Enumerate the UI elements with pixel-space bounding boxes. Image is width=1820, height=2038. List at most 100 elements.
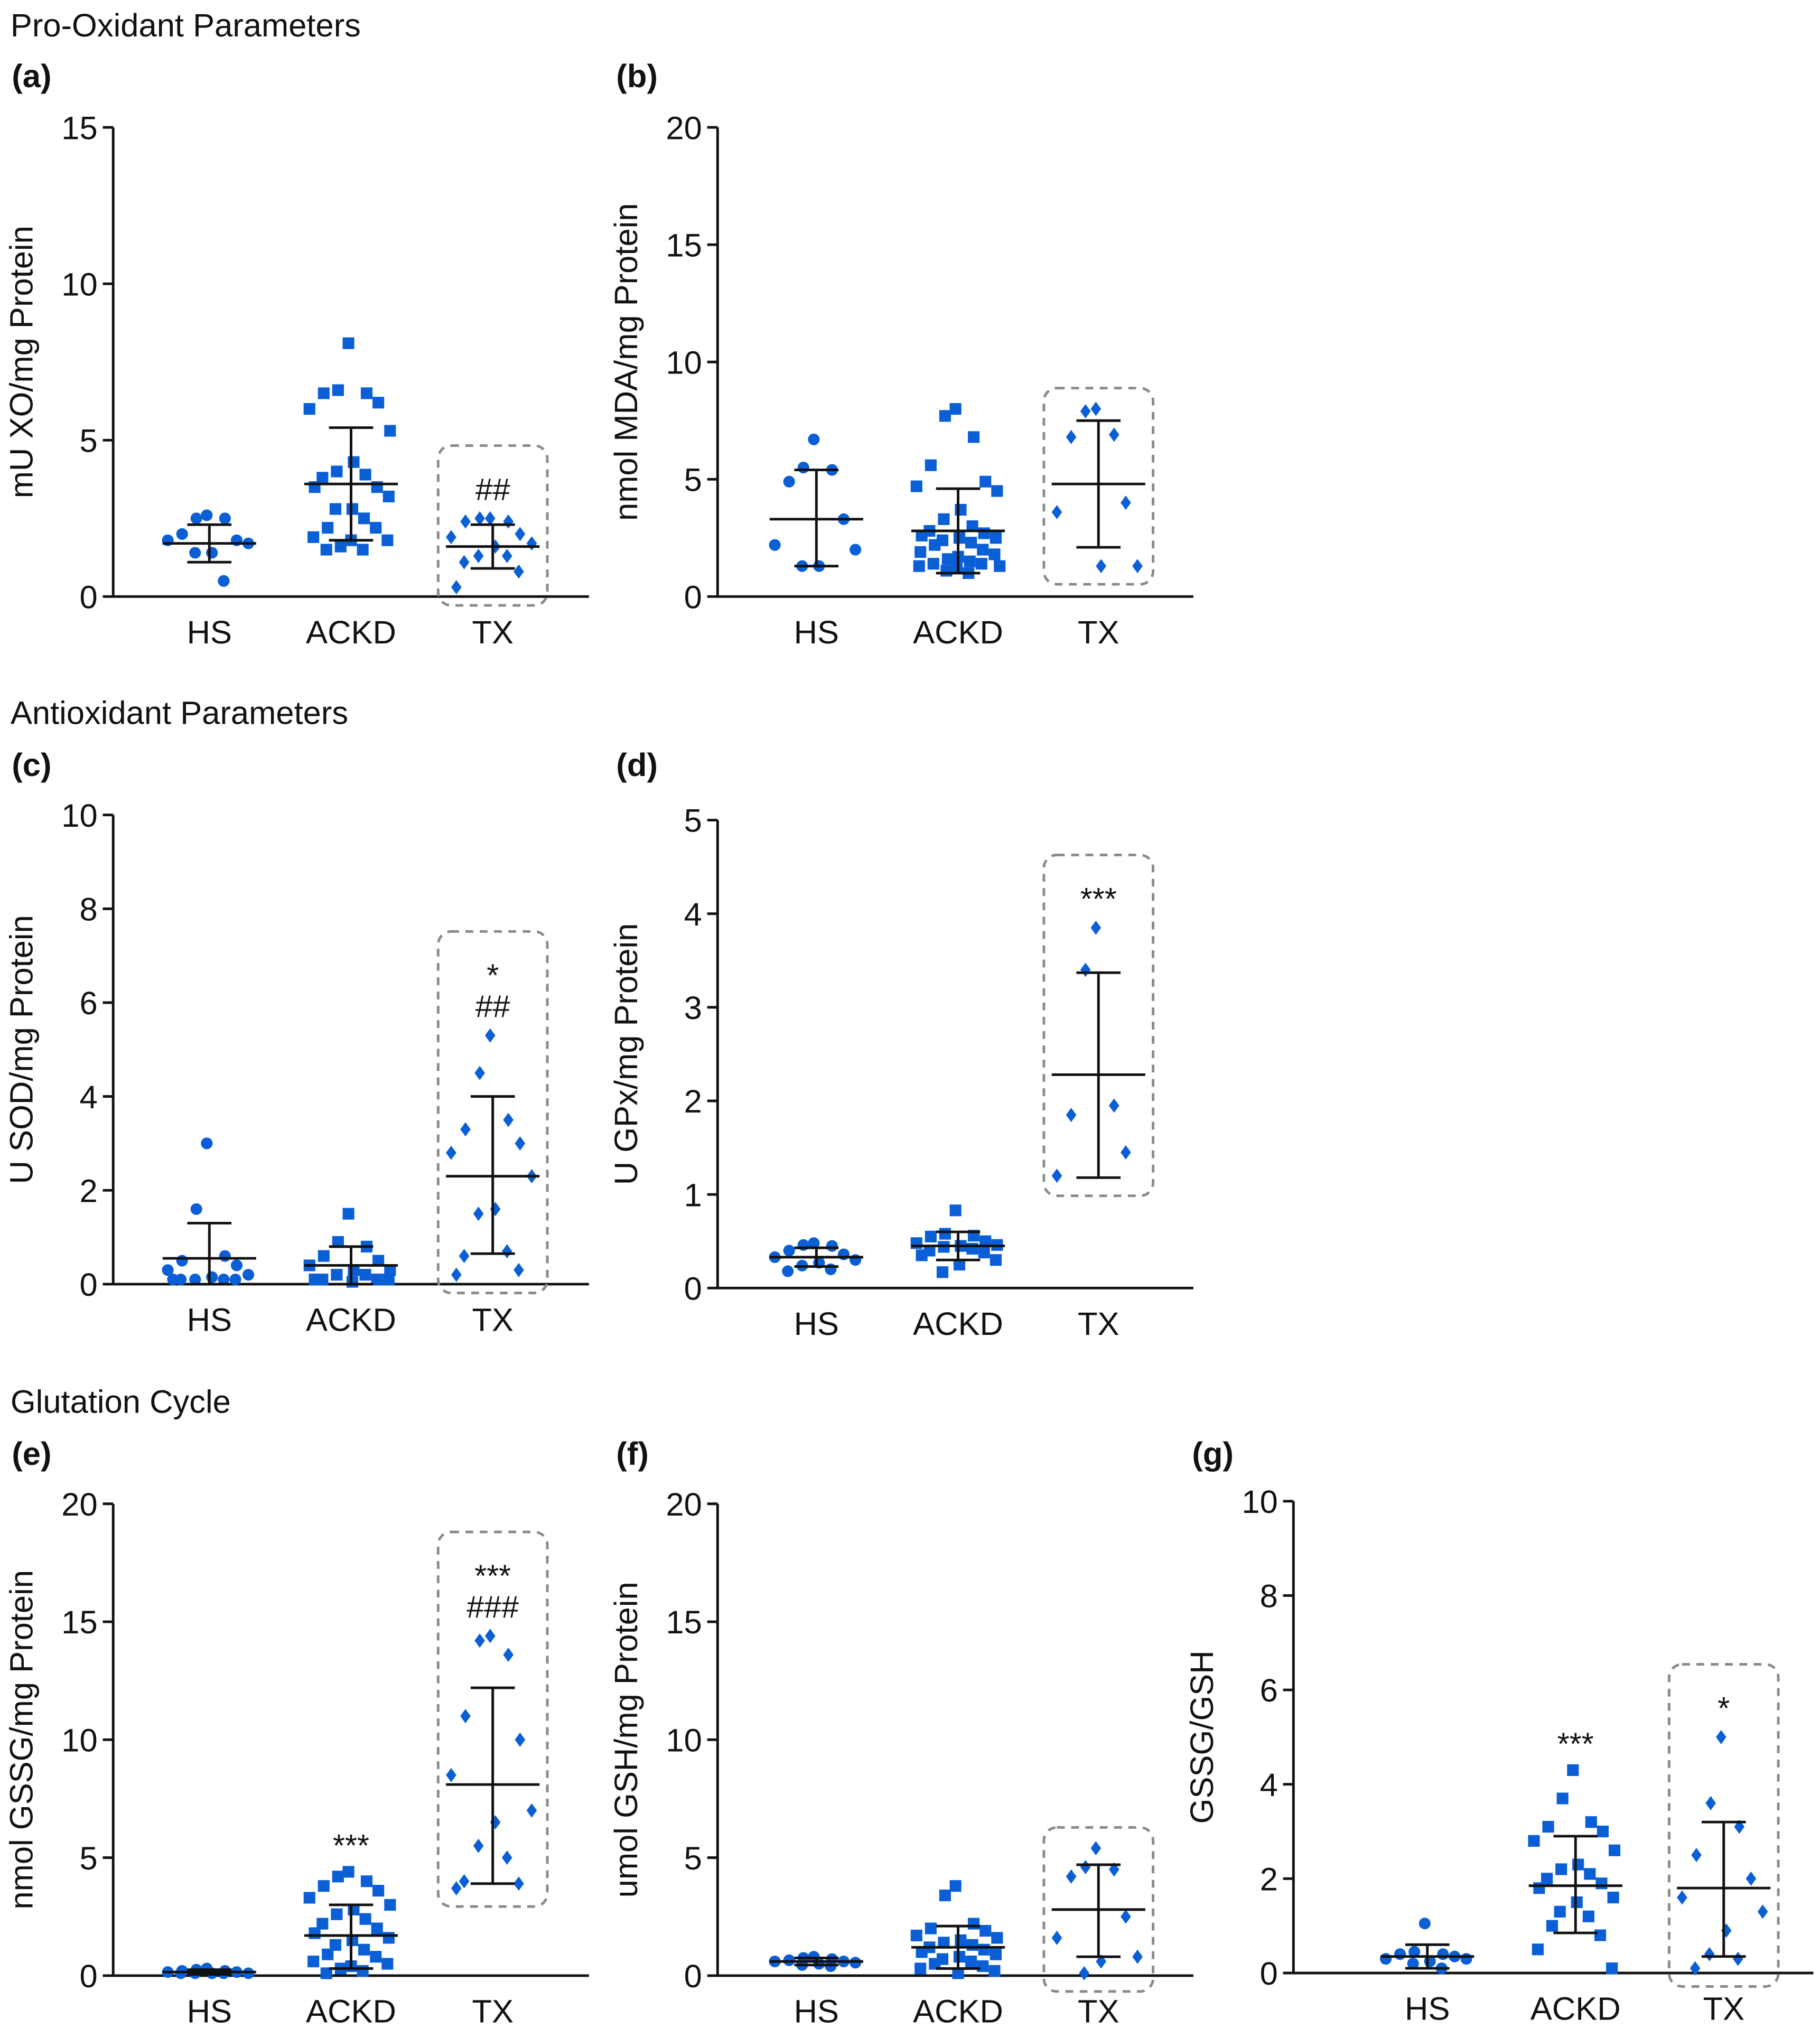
y-tick-label: 3 [684, 990, 702, 1026]
group-ackd [910, 1880, 1005, 1979]
data-point [1608, 1844, 1621, 1856]
y-tick-label: 15 [61, 110, 97, 146]
data-point [783, 1245, 795, 1257]
group-hs [162, 1962, 256, 1979]
data-point [808, 433, 820, 445]
data-point [955, 1934, 967, 1946]
y-tick-label: 2 [1260, 1861, 1278, 1897]
group-hs [162, 509, 256, 587]
data-point [978, 527, 990, 539]
data-point [1556, 1792, 1569, 1805]
data-point [1704, 1947, 1715, 1961]
y-axis-label: nmol MDA/mg Protein [608, 203, 645, 521]
data-point [515, 1732, 526, 1747]
data-point [331, 1908, 343, 1920]
y-tick-label: 2 [79, 1173, 97, 1209]
data-point [979, 1235, 992, 1247]
significance-annotation: *** [1080, 882, 1117, 917]
data-point [1533, 1882, 1545, 1894]
data-point [382, 1273, 395, 1286]
data-point [320, 1967, 332, 1979]
section-title-pro-oxidant: Pro-Oxidant Parameters [11, 7, 361, 44]
data-point [1594, 1929, 1607, 1941]
data-point [769, 539, 781, 551]
data-point [176, 1255, 188, 1267]
data-point [460, 1709, 471, 1724]
data-point [230, 1259, 243, 1272]
y-tick-label: 5 [684, 1840, 702, 1877]
x-tick-label: TX [472, 614, 514, 651]
data-point [967, 1918, 980, 1930]
data-point [1121, 1145, 1131, 1160]
data-point [357, 544, 369, 556]
data-point [913, 560, 925, 572]
y-tick-label: 10 [1242, 1484, 1277, 1520]
data-point [503, 514, 514, 529]
y-tick-label: 15 [666, 227, 702, 264]
data-point [526, 1803, 537, 1818]
data-point [515, 527, 526, 541]
data-point [1090, 920, 1102, 935]
x-tick-label: HS [794, 1306, 839, 1342]
data-point [322, 522, 334, 534]
data-point [201, 509, 213, 521]
data-point [925, 459, 937, 471]
data-point [988, 1965, 1001, 1977]
x-tick-label: TX [472, 1993, 514, 2030]
panel-label: (d) [616, 747, 658, 783]
y-tick-label: 8 [1260, 1578, 1278, 1615]
data-point [370, 522, 382, 534]
group-hs [769, 433, 863, 572]
group-ackd [303, 1208, 398, 1288]
data-point [357, 1965, 369, 1977]
data-point [446, 1768, 456, 1782]
y-tick-label: 5 [684, 462, 702, 498]
y-tick-label: 0 [79, 579, 97, 615]
significance-annotation: *** [1557, 1726, 1594, 1761]
y-tick-label: 10 [61, 266, 97, 303]
group-tx [1042, 1826, 1155, 1993]
data-point [1607, 1892, 1619, 1904]
y-axis-label: U GPx/mg Protein [608, 923, 645, 1185]
data-point [927, 558, 939, 570]
data-point [318, 387, 330, 399]
data-point [916, 1946, 928, 1958]
y-tick-label: 0 [684, 1270, 702, 1307]
data-point [501, 548, 512, 563]
y-tick-label: 0 [79, 1267, 97, 1303]
data-point [965, 1956, 977, 1968]
significance-annotation: * [487, 958, 499, 993]
significance-annotation: ### [466, 1590, 519, 1624]
y-tick-label: 10 [666, 1722, 702, 1759]
x-tick-label: ACKD [306, 614, 396, 651]
data-point [514, 1876, 524, 1891]
y-tick-label: 10 [666, 344, 702, 381]
data-point [929, 539, 941, 551]
data-point [348, 456, 360, 468]
data-point [826, 1240, 838, 1252]
data-point [342, 1866, 354, 1878]
group-ackd: *** [1528, 1726, 1622, 1975]
data-point [219, 512, 231, 525]
data-point [1408, 1946, 1421, 1958]
data-point [990, 532, 1002, 544]
data-point [484, 1629, 496, 1643]
panel-c: (c) 0 2 4 6 8 10 U SOD/mg Protein HS ACKD TX *## [4, 747, 589, 1339]
data-point [242, 1269, 255, 1281]
data-point [1554, 1905, 1566, 1918]
data-point [372, 1255, 385, 1267]
data-point [1121, 496, 1131, 510]
data-point [526, 536, 537, 551]
data-point [503, 1113, 514, 1127]
significance-annotation: ## [475, 989, 510, 1024]
y-tick-label: 0 [1260, 1956, 1278, 1992]
data-point [1080, 404, 1091, 419]
data-point [459, 1874, 470, 1889]
group-hs [769, 1237, 863, 1277]
y-tick-label: 0 [684, 1958, 702, 1995]
data-point [953, 1258, 966, 1271]
data-point [1606, 1962, 1618, 1975]
data-point [316, 472, 329, 484]
y-tick-label: 5 [79, 1840, 97, 1877]
data-point [1108, 1098, 1119, 1113]
